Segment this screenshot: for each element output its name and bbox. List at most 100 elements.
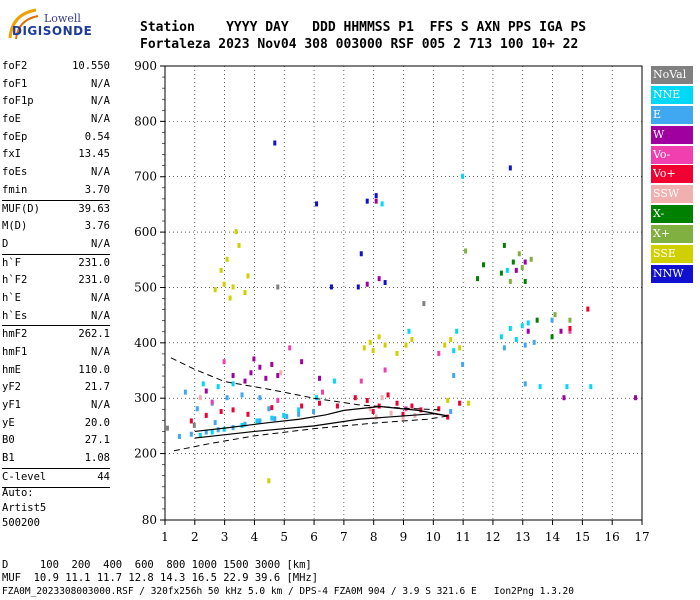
- echo-point: [520, 265, 524, 271]
- echo-point: [452, 373, 456, 379]
- polarization-legend: NoVal NNE E W Vo- Vo+ SSW X- X+ SSE NNW: [651, 66, 693, 285]
- echo-point: [568, 317, 572, 323]
- echo-point: [365, 198, 369, 204]
- param-row: foF1 N/A: [2, 76, 110, 94]
- echo-point: [508, 325, 512, 331]
- param-row: M(D) 3.76: [2, 218, 110, 236]
- echo-point: [562, 395, 566, 401]
- param-value: N/A: [91, 237, 110, 250]
- echo-point: [514, 267, 518, 273]
- echo-point: [419, 407, 423, 413]
- param-value: 21.7: [84, 381, 110, 394]
- echo-point: [481, 262, 485, 268]
- echo-point: [505, 267, 509, 273]
- footer-muf: MUF 10.9 11.1 11.7 12.8 14.3 16.5 22.9 3…: [2, 572, 319, 584]
- echo-point: [365, 397, 369, 403]
- param-name: h`F2: [2, 274, 28, 287]
- param-value: N/A: [91, 77, 110, 90]
- echo-point: [246, 273, 250, 279]
- y-tick-label: 500: [134, 280, 157, 294]
- y-tick-label: 600: [134, 225, 157, 239]
- echo-point: [297, 411, 301, 417]
- param-value: 110.0: [78, 363, 110, 376]
- echo-point: [550, 334, 554, 340]
- echo-point: [449, 409, 453, 415]
- echo-point: [189, 431, 193, 437]
- echo-point: [216, 427, 220, 433]
- param-name: foF1p: [2, 95, 34, 108]
- echo-point: [374, 414, 378, 420]
- echo-point: [225, 395, 229, 401]
- echo-point: [422, 301, 426, 307]
- param-row: h`Es N/A: [2, 308, 110, 327]
- param-name: yF2: [2, 381, 21, 394]
- param-value: N/A: [91, 113, 110, 126]
- echo-point: [395, 350, 399, 356]
- param-name: foEp: [2, 130, 28, 143]
- echo-point: [213, 420, 217, 426]
- echo-point: [461, 361, 465, 367]
- parameter-table: foF2 10.550 foF1 N/A foF1p N/A foE N/A foEp 0.54 f…: [2, 58, 110, 488]
- param-value: N/A: [91, 309, 110, 322]
- param-name: C-level: [2, 470, 47, 483]
- echo-point: [201, 381, 205, 387]
- echo-point: [449, 337, 453, 343]
- echo-point: [204, 388, 208, 394]
- echo-point: [371, 409, 375, 415]
- profile-curve: [173, 415, 449, 452]
- echo-point: [332, 378, 336, 384]
- echo-point: [255, 418, 259, 424]
- echo-point: [318, 400, 322, 406]
- echo-point: [514, 337, 518, 343]
- echo-point: [550, 317, 554, 323]
- echo-point: [297, 407, 301, 413]
- autoscale-label: Auto:: [2, 487, 34, 499]
- param-value: 231.0: [78, 256, 110, 269]
- param-row: foF1p N/A: [2, 93, 110, 111]
- echo-point: [532, 339, 536, 345]
- echo-point: [568, 328, 572, 334]
- echo-point: [246, 411, 250, 417]
- echo-point: [279, 370, 283, 376]
- echo-point: [452, 348, 456, 354]
- param-value: 27.1: [84, 434, 110, 447]
- echo-point: [538, 384, 542, 390]
- legend-item: X-: [651, 205, 693, 224]
- echo-point: [476, 276, 480, 282]
- echo-point: [258, 395, 262, 401]
- echo-point: [222, 359, 226, 365]
- echo-point: [407, 328, 411, 334]
- echo-point: [270, 361, 274, 367]
- echo-point: [365, 281, 369, 287]
- echo-point: [502, 242, 506, 248]
- param-value: N/A: [91, 399, 110, 412]
- echo-point: [389, 410, 393, 416]
- echo-point: [401, 411, 405, 417]
- autoscale-code: 500200: [2, 517, 40, 529]
- echo-point: [455, 328, 459, 334]
- echo-point: [249, 370, 253, 376]
- echo-point: [371, 348, 375, 354]
- y-tick-label: 800: [134, 114, 157, 128]
- echo-point: [401, 416, 405, 422]
- param-name: foE: [2, 113, 21, 126]
- echo-point: [237, 242, 241, 248]
- legend-item: NoVal: [651, 66, 693, 84]
- param-name: fxI: [2, 148, 21, 161]
- param-name: h`F: [2, 256, 21, 269]
- digisonde-logo-icon: [8, 8, 39, 40]
- param-value: 3.76: [84, 220, 110, 233]
- legend-item: SSW: [651, 185, 693, 204]
- param-value: 10.550: [72, 60, 110, 72]
- echo-point: [586, 306, 590, 312]
- param-value: 44: [97, 470, 110, 483]
- param-row: D N/A: [2, 236, 110, 255]
- echo-point: [353, 395, 357, 401]
- param-name: B0: [2, 434, 15, 447]
- echo-point: [380, 201, 384, 207]
- echo-point: [523, 278, 527, 284]
- echo-point: [216, 384, 220, 390]
- param-row: C-level 44: [2, 469, 110, 488]
- echo-point: [410, 337, 414, 343]
- echo-point: [359, 378, 363, 384]
